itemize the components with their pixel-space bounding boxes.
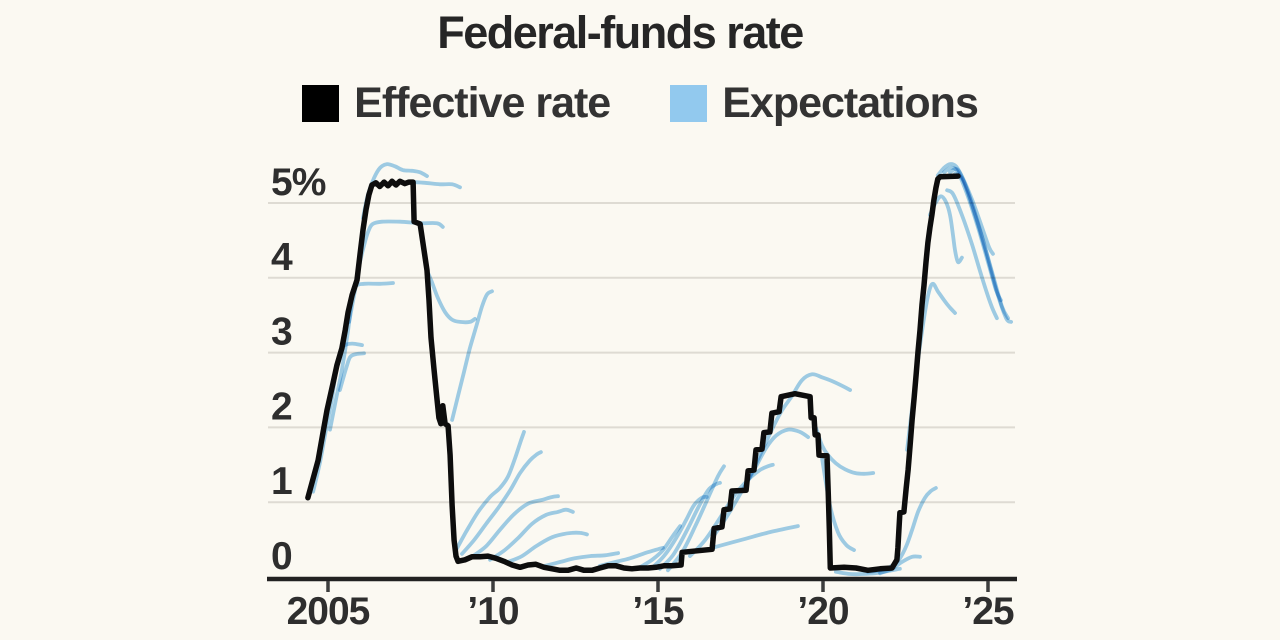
expectation-curve: [953, 171, 1013, 324]
expectation-curve: [928, 194, 964, 265]
expectation-curve: [506, 530, 589, 564]
expectation-curve: [638, 524, 682, 570]
chart-title: Federal-funds rate: [437, 7, 804, 58]
chart-legend: Effective rate Expectations: [0, 82, 1280, 125]
y-tick-label: 0: [271, 535, 292, 578]
legend-swatch-effective-rate: [302, 85, 340, 122]
x-tick-label: 2005: [287, 590, 370, 633]
expectation-curve: [713, 524, 800, 549]
y-tick-label: 2: [271, 385, 292, 428]
legend-label-expectations: Expectations: [722, 79, 979, 127]
expectation-curve: [488, 507, 575, 562]
expectation-curve: [460, 450, 543, 556]
expectation-curve: [866, 486, 938, 574]
y-tick-label: 1: [271, 460, 292, 503]
legend-item-expectations: Expectations: [670, 79, 979, 127]
legend-item-effective-rate: Effective rate: [302, 79, 611, 127]
expectation-curve: [945, 188, 999, 321]
expectation-curve: [746, 372, 852, 482]
expectation-curve: [543, 551, 620, 568]
x-tick-label: ’25: [962, 590, 1014, 633]
legend-swatch-expectations: [670, 85, 708, 122]
legend-label-effective-rate: Effective rate: [354, 79, 611, 127]
x-tick-label: ’20: [797, 590, 849, 633]
x-tick-label: ’10: [467, 590, 519, 633]
x-tick-label: ’15: [632, 590, 684, 633]
y-tick-label: 4: [271, 236, 293, 279]
y-tick-label: 5%: [271, 161, 326, 204]
expectation-curve: [814, 426, 876, 476]
effective-rate-line: [305, 173, 961, 574]
expectation-curve: [338, 351, 366, 392]
expectation-curve: [666, 464, 726, 573]
expectation-curve: [450, 289, 494, 422]
expectation-curve: [454, 430, 526, 552]
expectation-curve: [411, 180, 462, 190]
expectation-curve: [598, 545, 665, 568]
expectation-curve: [470, 494, 560, 559]
expectation-curve: [424, 266, 477, 325]
y-tick-label: 3: [271, 311, 292, 354]
expectation-curve: [688, 462, 775, 558]
